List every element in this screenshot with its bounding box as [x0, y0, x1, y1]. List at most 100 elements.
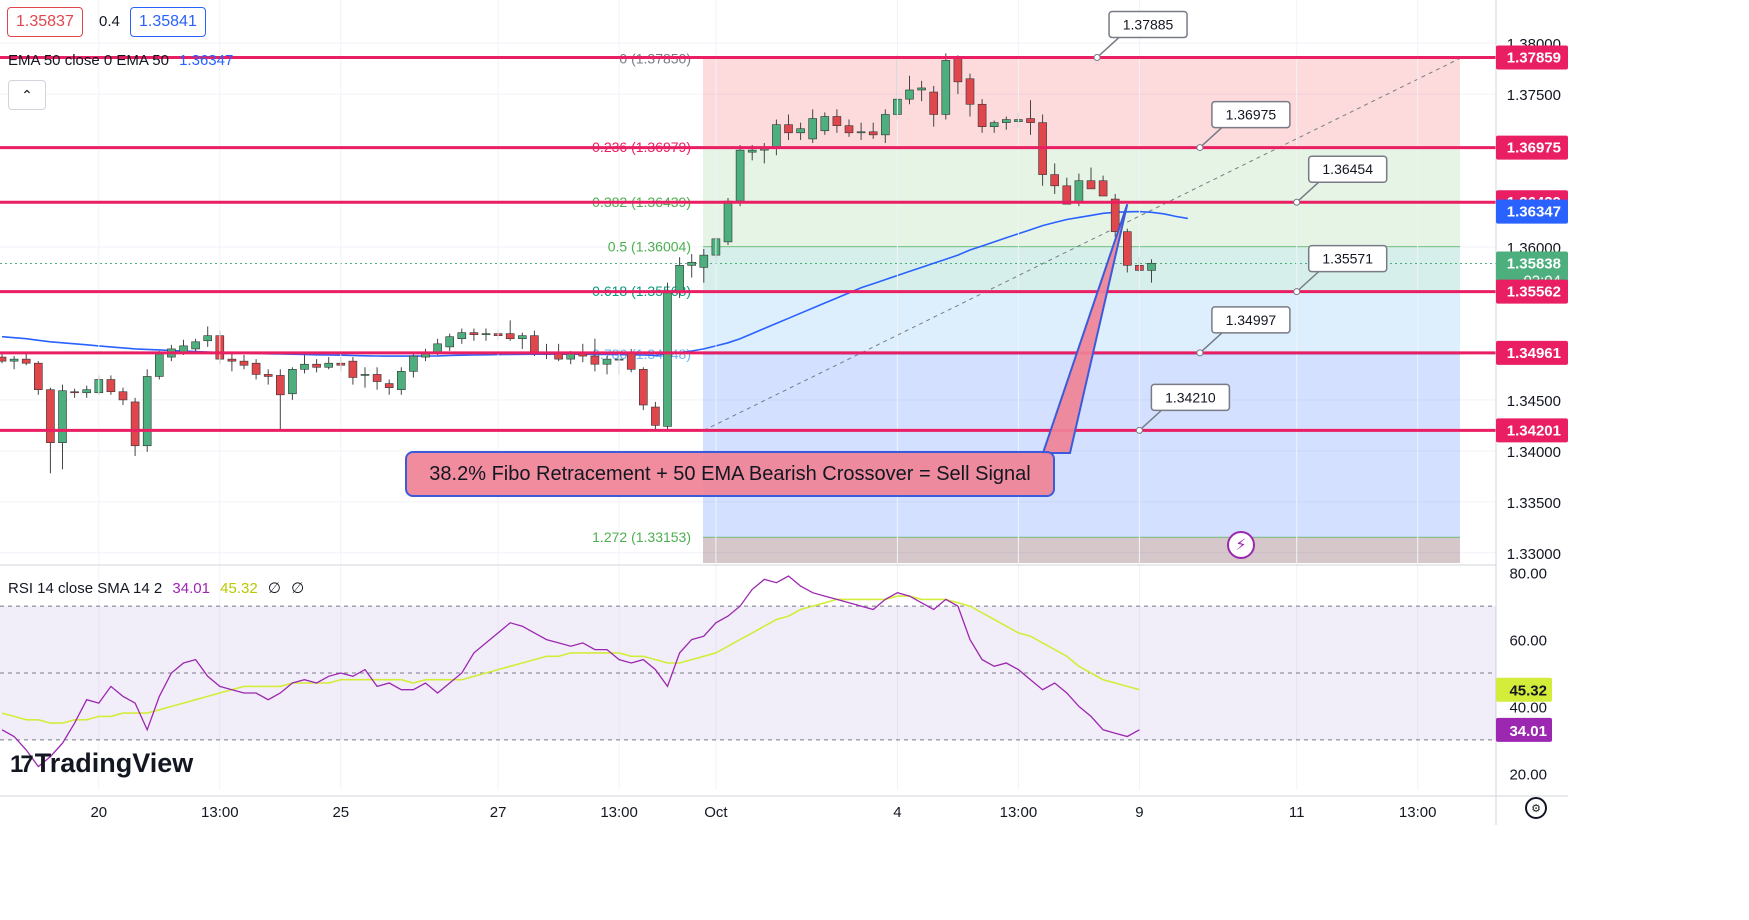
fib-level-label: 1.272 (1.33153)	[592, 529, 691, 545]
candle-body	[1074, 180, 1084, 203]
rsi-legend[interactable]: RSI 14 close SMA 14 2 34.01 45.32 ∅ ∅	[8, 579, 304, 597]
candle-body	[9, 358, 19, 362]
candle-body	[675, 265, 684, 294]
candle-body	[723, 200, 733, 243]
candle-body	[263, 374, 273, 377]
candle-body	[1050, 174, 1059, 187]
candle-body	[832, 116, 842, 126]
callout-leader	[1138, 409, 1162, 431]
candle-body	[929, 91, 939, 115]
ask-price[interactable]: 1.35841	[130, 7, 206, 37]
ema-legend-label: EMA 50 close 0 EMA 50	[8, 52, 169, 69]
lightning-icon[interactable]: ⚡	[1227, 531, 1255, 559]
candle-body	[191, 341, 200, 350]
price-marker-label: 1.35562	[1507, 284, 1561, 301]
candle-body	[409, 355, 418, 372]
candle-body	[626, 351, 636, 370]
price-tick-label: 1.33500	[1507, 495, 1561, 512]
rsi-legend-value: 34.01	[172, 580, 210, 597]
bid-price[interactable]: 1.35837	[7, 7, 83, 37]
price-marker-box	[1496, 279, 1568, 304]
rsi-legend-sma-value: 45.32	[220, 580, 258, 597]
candle-body	[106, 379, 116, 393]
candle-body	[1026, 118, 1035, 123]
callout-anchor	[1135, 426, 1143, 434]
tradingview-mark-icon: 17	[10, 751, 34, 778]
rsi-legend-extra-1: ∅	[267, 580, 281, 597]
candle-body	[70, 391, 79, 394]
rsi-marker-label: 34.01	[1509, 723, 1547, 740]
time-tick-label: Oct	[704, 804, 728, 821]
candle-body	[481, 333, 491, 335]
candle-body	[530, 335, 539, 353]
candle-body	[251, 362, 261, 375]
candle-body	[796, 128, 805, 134]
candle-body	[965, 78, 975, 105]
candle-body	[227, 358, 237, 362]
candle-body	[856, 131, 866, 134]
callout-box	[1307, 155, 1388, 183]
callout-label: 1.37885	[1123, 16, 1174, 32]
candle-body	[300, 363, 309, 370]
callout-label: 1.34210	[1165, 389, 1216, 405]
sell-arrow-pointer	[1041, 203, 1129, 454]
callout-leader	[1096, 36, 1120, 59]
callout-leader	[1296, 271, 1320, 293]
candle-body	[82, 389, 91, 394]
tradingview-logo[interactable]: 17 TradingView	[10, 748, 193, 779]
candle-body	[638, 369, 648, 406]
callout-anchor	[1093, 53, 1101, 61]
chart-canvas[interactable]: 0 (1.37850)0.236 (1.36979)0.382 (1.36439…	[0, 0, 1568, 825]
candle-body	[989, 122, 999, 127]
candle-body	[1001, 119, 1011, 123]
sell-signal-annotation[interactable]: 38.2% Fibo Retracement + 50 EMA Bearish …	[405, 451, 1055, 497]
time-tick-label: 9	[1135, 804, 1143, 821]
candle-body	[602, 358, 612, 365]
callout-leader	[1296, 181, 1320, 203]
rsi-legend-extra-2: ∅	[291, 580, 305, 597]
candle-body	[0, 356, 7, 362]
callout-box	[1211, 306, 1291, 334]
candle-body	[747, 149, 757, 153]
time-tick-label: 13:00	[1399, 804, 1437, 821]
fib-zone	[703, 58, 1460, 148]
price-marker-label: 1.37859	[1507, 49, 1561, 66]
candle-body	[445, 336, 455, 348]
candle-body	[384, 383, 394, 388]
candle-body	[820, 116, 830, 132]
ema-legend[interactable]: EMA 50 close 0 EMA 50 1.36347	[8, 52, 233, 69]
callout-anchor	[1293, 288, 1301, 296]
callout-anchor	[1196, 349, 1204, 357]
candle-body	[1123, 231, 1132, 266]
candle-body	[868, 131, 878, 136]
collapse-legend-button[interactable]: ⌃	[8, 80, 46, 110]
fib-level-label: 0.5 (1.36004)	[608, 239, 691, 255]
candle-body	[505, 333, 515, 340]
price-marker-label: 1.36347	[1507, 204, 1561, 221]
callout-anchor	[1293, 198, 1301, 206]
fib-zone	[703, 202, 1460, 247]
candle-body	[360, 374, 370, 376]
price-tick-label: 1.37500	[1507, 87, 1561, 104]
ema-legend-value: 1.36347	[179, 52, 234, 69]
spread-value: 0.4	[99, 13, 120, 30]
callout-box	[1108, 10, 1188, 39]
candle-body	[517, 335, 527, 340]
fib-zone	[703, 537, 1460, 563]
logo-text: TradingView	[34, 748, 194, 778]
candle-body	[699, 254, 709, 268]
candle-body	[396, 371, 406, 390]
candle-body	[784, 124, 793, 134]
callout-anchor	[1196, 144, 1204, 152]
price-marker-box	[1496, 135, 1568, 160]
price-marker-label: 1.34201	[1507, 422, 1561, 439]
candle-body	[372, 374, 382, 382]
time-tick-label: 20	[90, 804, 107, 821]
callout-label: 1.34997	[1226, 312, 1277, 328]
rsi-legend-label: RSI 14 close SMA 14 2	[8, 580, 163, 597]
rsi-marker-box	[1496, 677, 1552, 702]
candle-body	[33, 362, 43, 390]
gear-icon[interactable]: ⚙	[1525, 797, 1547, 819]
candle-body	[1098, 180, 1108, 197]
price-marker-label: 1.35838	[1507, 255, 1561, 272]
